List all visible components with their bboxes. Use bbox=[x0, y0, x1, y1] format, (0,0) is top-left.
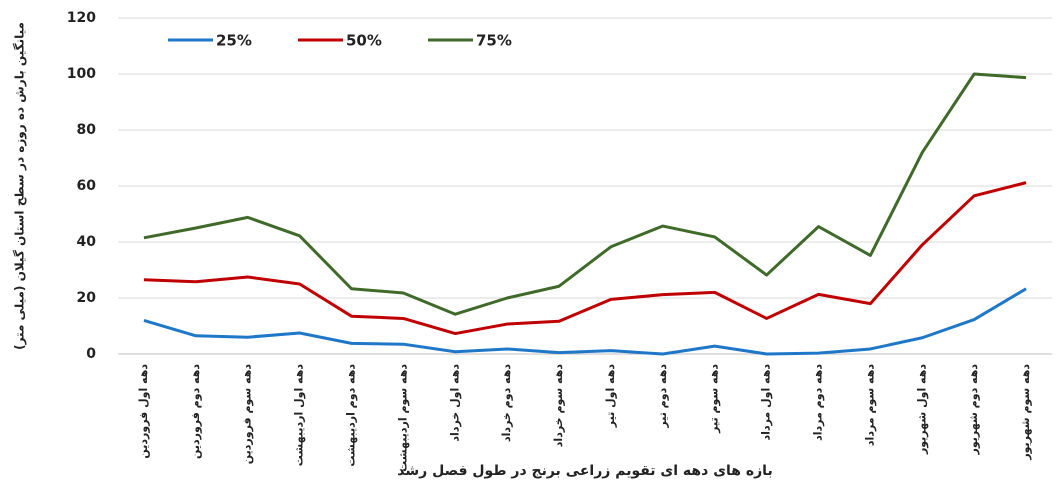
x-tick-label: دهه دوم مرداد bbox=[812, 364, 825, 441]
x-tick-label: دهه دوم تیر bbox=[656, 364, 669, 429]
x-tick-label: دهه اول تیر bbox=[604, 364, 617, 429]
y-tick-label: 80 bbox=[77, 122, 97, 138]
series-line bbox=[143, 287, 1027, 356]
y-tick-label: 0 bbox=[86, 346, 96, 362]
x-tick-label: دهه دوم فروردین bbox=[189, 364, 202, 459]
x-tick-label: دهه اول فروردین bbox=[137, 364, 150, 459]
x-tick-label: دهه سوم اردیبهشت bbox=[396, 364, 409, 472]
x-tick-label: دهه اول اردیبهشت bbox=[293, 364, 306, 467]
x-tick-label: دهه سوم شهریور bbox=[1019, 364, 1032, 461]
series-line bbox=[143, 181, 1027, 336]
x-tick-label: دهه سوم مرداد bbox=[863, 364, 876, 446]
x-tick-label: دهه سوم تیر bbox=[708, 364, 721, 434]
legend-label: 25% bbox=[216, 32, 252, 50]
y-tick-label: 120 bbox=[67, 10, 96, 26]
x-tick-label: دهه دوم اردیبهشت bbox=[345, 364, 358, 467]
x-axis-title: بازه های دهه ای تقویم زراعی برنج در طول … bbox=[397, 463, 772, 479]
x-tick-label: دهه سوم فروردین bbox=[241, 364, 254, 465]
x-tick-label: دهه اول مرداد bbox=[760, 364, 773, 441]
x-tick-label: دهه سوم خرداد bbox=[552, 364, 565, 448]
legend-label: 50% bbox=[346, 32, 382, 50]
legend-label: 75% bbox=[476, 32, 512, 50]
x-tick-label: دهه اول شهریور bbox=[915, 364, 928, 455]
y-tick-label: 60 bbox=[77, 178, 97, 194]
x-tick-label: دهه دوم خرداد bbox=[500, 364, 513, 442]
x-tick-label: دهه دوم شهریور bbox=[967, 364, 980, 456]
x-tick-label: دهه اول خرداد bbox=[448, 364, 461, 442]
y-tick-label: 100 bbox=[67, 66, 96, 82]
y-tick-label: 20 bbox=[77, 290, 97, 306]
y-tick-label: 40 bbox=[77, 234, 97, 250]
y-axis-title: میانگین بارش ده روزه در سطح استان گیلان … bbox=[13, 22, 28, 350]
series-line bbox=[143, 72, 1027, 316]
